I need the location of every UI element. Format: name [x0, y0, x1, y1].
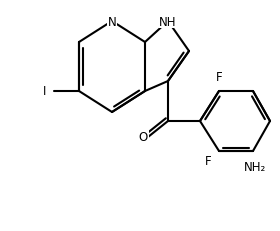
- Text: I: I: [43, 85, 46, 98]
- Text: NH₂: NH₂: [244, 161, 266, 174]
- Text: NH: NH: [159, 15, 177, 28]
- Text: F: F: [216, 71, 222, 84]
- Text: O: O: [139, 131, 148, 144]
- Text: F: F: [205, 155, 211, 168]
- Text: N: N: [108, 15, 116, 28]
